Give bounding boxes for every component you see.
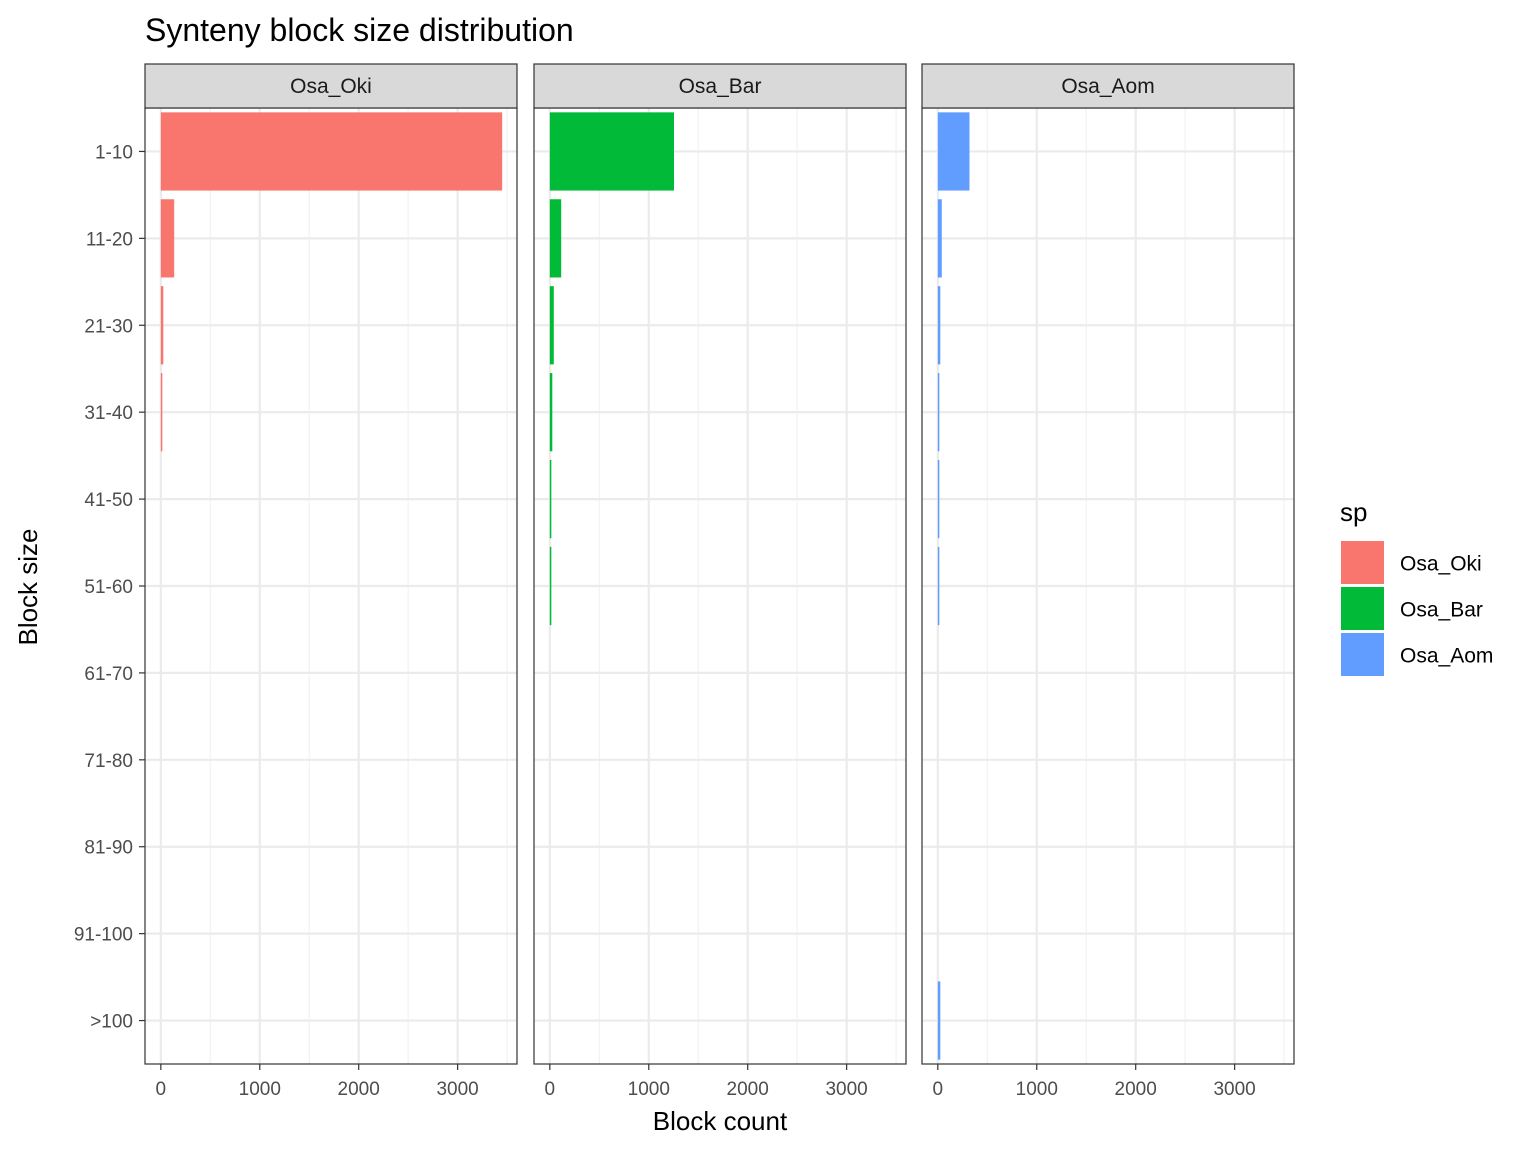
x-tick-label: 2000: [338, 1079, 380, 1100]
x-tick-label: 3000: [825, 1079, 867, 1100]
x-tick-label: 3000: [436, 1079, 478, 1100]
bar: [937, 981, 941, 1060]
facet-strip: [921, 63, 1295, 109]
legend-title: sp: [1340, 497, 1367, 527]
y-axis: 1-10 11-20 21-30 31-40 41-50 51-60 61-70 71-80 8…: [74, 142, 145, 1033]
y-tick-label: 51-60: [84, 577, 133, 598]
bar: [549, 459, 552, 539]
y-tick-label: 41-50: [84, 490, 133, 511]
bar: [549, 112, 674, 191]
y-tick-label: >100: [90, 1012, 133, 1033]
facet-strip-label: Osa_Oki: [290, 75, 372, 98]
facet-panel: Osa_Aom 0 1000 2000 3000: [921, 63, 1295, 1100]
bar: [549, 199, 562, 278]
x-tick-label: 3000: [1213, 1079, 1255, 1100]
facet-strip-label: Osa_Bar: [679, 75, 762, 98]
legend-label: Osa_Aom: [1400, 645, 1493, 668]
x-tick-label: 0: [545, 1079, 556, 1100]
bar: [937, 286, 941, 365]
bar: [937, 373, 940, 452]
legend-label: Osa_Bar: [1400, 599, 1483, 622]
legend-key: [1341, 587, 1384, 630]
legend-label: Osa_Oki: [1400, 553, 1482, 576]
legend-key: [1341, 633, 1384, 676]
bar: [160, 373, 163, 452]
y-axis-title: Block size: [13, 528, 43, 645]
x-tick-label: 0: [933, 1079, 944, 1100]
x-tick-label: 1000: [628, 1079, 670, 1100]
x-tick-label: 2000: [727, 1079, 769, 1100]
facet-strip: [144, 63, 518, 109]
y-tick-label: 1-10: [95, 142, 133, 163]
legend-key: [1341, 541, 1384, 584]
bar: [160, 112, 503, 191]
bar: [549, 546, 552, 626]
bar: [937, 112, 970, 191]
legend: sp Osa_Oki Osa_Bar Osa_Aom: [1340, 497, 1493, 676]
bar: [937, 199, 942, 278]
facet-strip: [533, 63, 907, 109]
y-tick-label: 31-40: [84, 403, 133, 424]
bar: [549, 373, 553, 452]
x-tick-label: 0: [156, 1079, 167, 1100]
bar: [549, 286, 554, 365]
facet-panel: Osa_Bar 0 1000 2000 3000: [533, 63, 907, 1100]
bar: [937, 459, 940, 539]
chart-title: Synteny block size distribution: [145, 12, 574, 48]
y-tick-label: 71-80: [84, 751, 133, 772]
bar: [937, 546, 940, 626]
facet-panels: Osa_Oki 0 1000 2000 3000 Osa_Bar 0 1000 2000 3000…: [144, 63, 1295, 1100]
x-tick-label: 1000: [1016, 1079, 1058, 1100]
bar: [160, 286, 164, 365]
x-tick-label: 1000: [239, 1079, 281, 1100]
y-tick-label: 91-100: [74, 925, 133, 946]
y-tick-label: 81-90: [84, 838, 133, 859]
facet-panel: Osa_Oki 0 1000 2000 3000: [144, 63, 518, 1100]
facet-strip-label: Osa_Aom: [1061, 75, 1154, 98]
x-axis-title: Block count: [653, 1106, 788, 1136]
y-tick-label: 11-20: [86, 229, 133, 250]
x-tick-label: 2000: [1115, 1079, 1157, 1100]
bar: [160, 199, 175, 278]
y-tick-label: 21-30: [84, 316, 133, 337]
y-tick-label: 61-70: [84, 664, 133, 685]
